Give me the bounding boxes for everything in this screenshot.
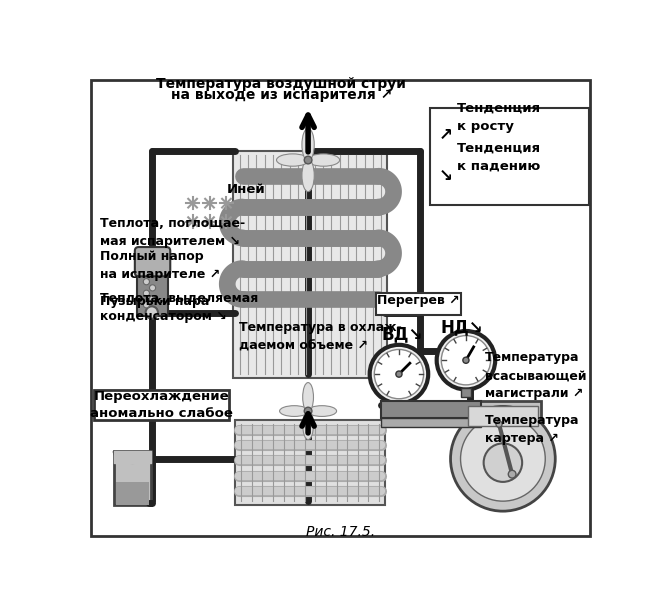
- Circle shape: [150, 285, 156, 291]
- Text: ВД↘: ВД↘: [381, 325, 423, 343]
- Ellipse shape: [303, 383, 313, 412]
- Circle shape: [496, 421, 502, 427]
- Circle shape: [508, 470, 516, 478]
- Bar: [137, 270, 168, 316]
- Text: Пузырьки пара: Пузырьки пара: [100, 295, 209, 308]
- Circle shape: [463, 357, 469, 363]
- Bar: [464, 401, 541, 432]
- FancyBboxPatch shape: [135, 247, 170, 276]
- Text: Температура в охлаж-
даемом объеме ↗: Температура в охлаж- даемом объеме ↗: [239, 322, 402, 352]
- Circle shape: [144, 279, 150, 285]
- Bar: [381, 418, 481, 427]
- Text: Переохлаждение
аномально слабое: Переохлаждение аномально слабое: [90, 390, 233, 420]
- Text: Тенденция
к падению: Тенденция к падению: [457, 142, 541, 173]
- Text: Температура
всасывающей
магистрали ↗: Температура всасывающей магистрали ↗: [485, 351, 587, 400]
- Circle shape: [146, 306, 158, 319]
- Bar: [381, 401, 481, 418]
- Bar: [430, 108, 589, 205]
- Bar: [376, 293, 461, 315]
- Bar: [462, 388, 471, 397]
- Circle shape: [451, 407, 555, 511]
- Text: Температура
картера ↗: Температура картера ↗: [485, 414, 580, 445]
- Bar: [235, 420, 385, 505]
- Text: Теплота, выделяемая
конденсатором ↘: Теплота, выделяемая конденсатором ↘: [100, 292, 259, 323]
- Bar: [116, 482, 149, 505]
- Text: НД↘: НД↘: [440, 318, 483, 336]
- Text: Полный напор
на испарителе ↗: Полный напор на испарителе ↗: [100, 250, 220, 281]
- Ellipse shape: [277, 154, 309, 166]
- Bar: [468, 407, 537, 426]
- Circle shape: [437, 331, 495, 389]
- Bar: [233, 151, 388, 378]
- Text: Иней: Иней: [227, 183, 266, 196]
- Circle shape: [374, 349, 424, 399]
- Ellipse shape: [302, 159, 315, 192]
- Ellipse shape: [307, 406, 336, 416]
- Circle shape: [305, 156, 312, 164]
- Circle shape: [483, 443, 522, 482]
- Circle shape: [305, 407, 312, 415]
- Text: на выходе из испарителя ↗: на выходе из испарителя ↗: [170, 88, 392, 102]
- Circle shape: [442, 336, 491, 385]
- Ellipse shape: [303, 410, 313, 440]
- Bar: [94, 389, 229, 420]
- Circle shape: [144, 302, 150, 308]
- Text: Теплота, поглощае-
мая испарителем ↘: Теплота, поглощае- мая испарителем ↘: [100, 216, 245, 248]
- Circle shape: [150, 296, 156, 302]
- Text: Температура воздушной струи: Температура воздушной струи: [156, 77, 406, 90]
- Text: ↘: ↘: [439, 167, 453, 185]
- Text: Рис. 17.5.: Рис. 17.5.: [306, 525, 375, 539]
- Ellipse shape: [302, 129, 315, 161]
- Ellipse shape: [307, 154, 340, 166]
- Circle shape: [370, 345, 428, 403]
- Bar: [394, 402, 404, 411]
- Circle shape: [396, 371, 402, 377]
- Text: Тенденция
к росту: Тенденция к росту: [457, 102, 541, 133]
- Bar: [114, 451, 151, 505]
- Circle shape: [144, 290, 150, 296]
- Text: Перегрев ↗: Перегрев ↗: [377, 295, 460, 308]
- Ellipse shape: [279, 406, 309, 416]
- Circle shape: [461, 416, 545, 501]
- Text: ↗: ↗: [439, 127, 453, 145]
